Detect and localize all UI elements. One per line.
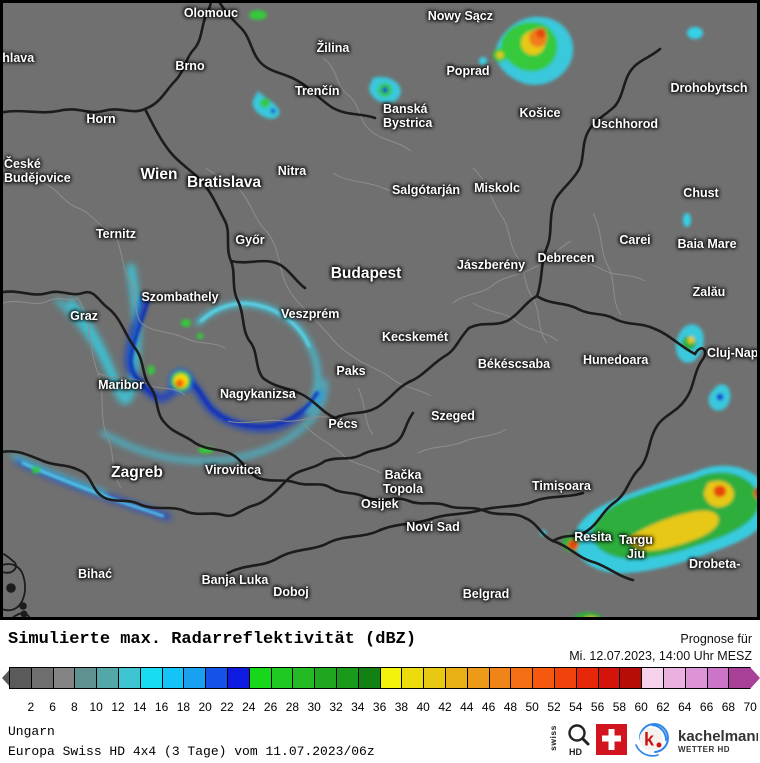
svg-text:kachelmannwetter.com: kachelmannwetter.com: [678, 728, 758, 745]
svg-text:k: k: [644, 730, 655, 750]
svg-text:HD: HD: [569, 747, 582, 757]
svg-text:WETTER HD: WETTER HD: [678, 745, 730, 754]
svg-text:swiss: swiss: [548, 725, 558, 751]
